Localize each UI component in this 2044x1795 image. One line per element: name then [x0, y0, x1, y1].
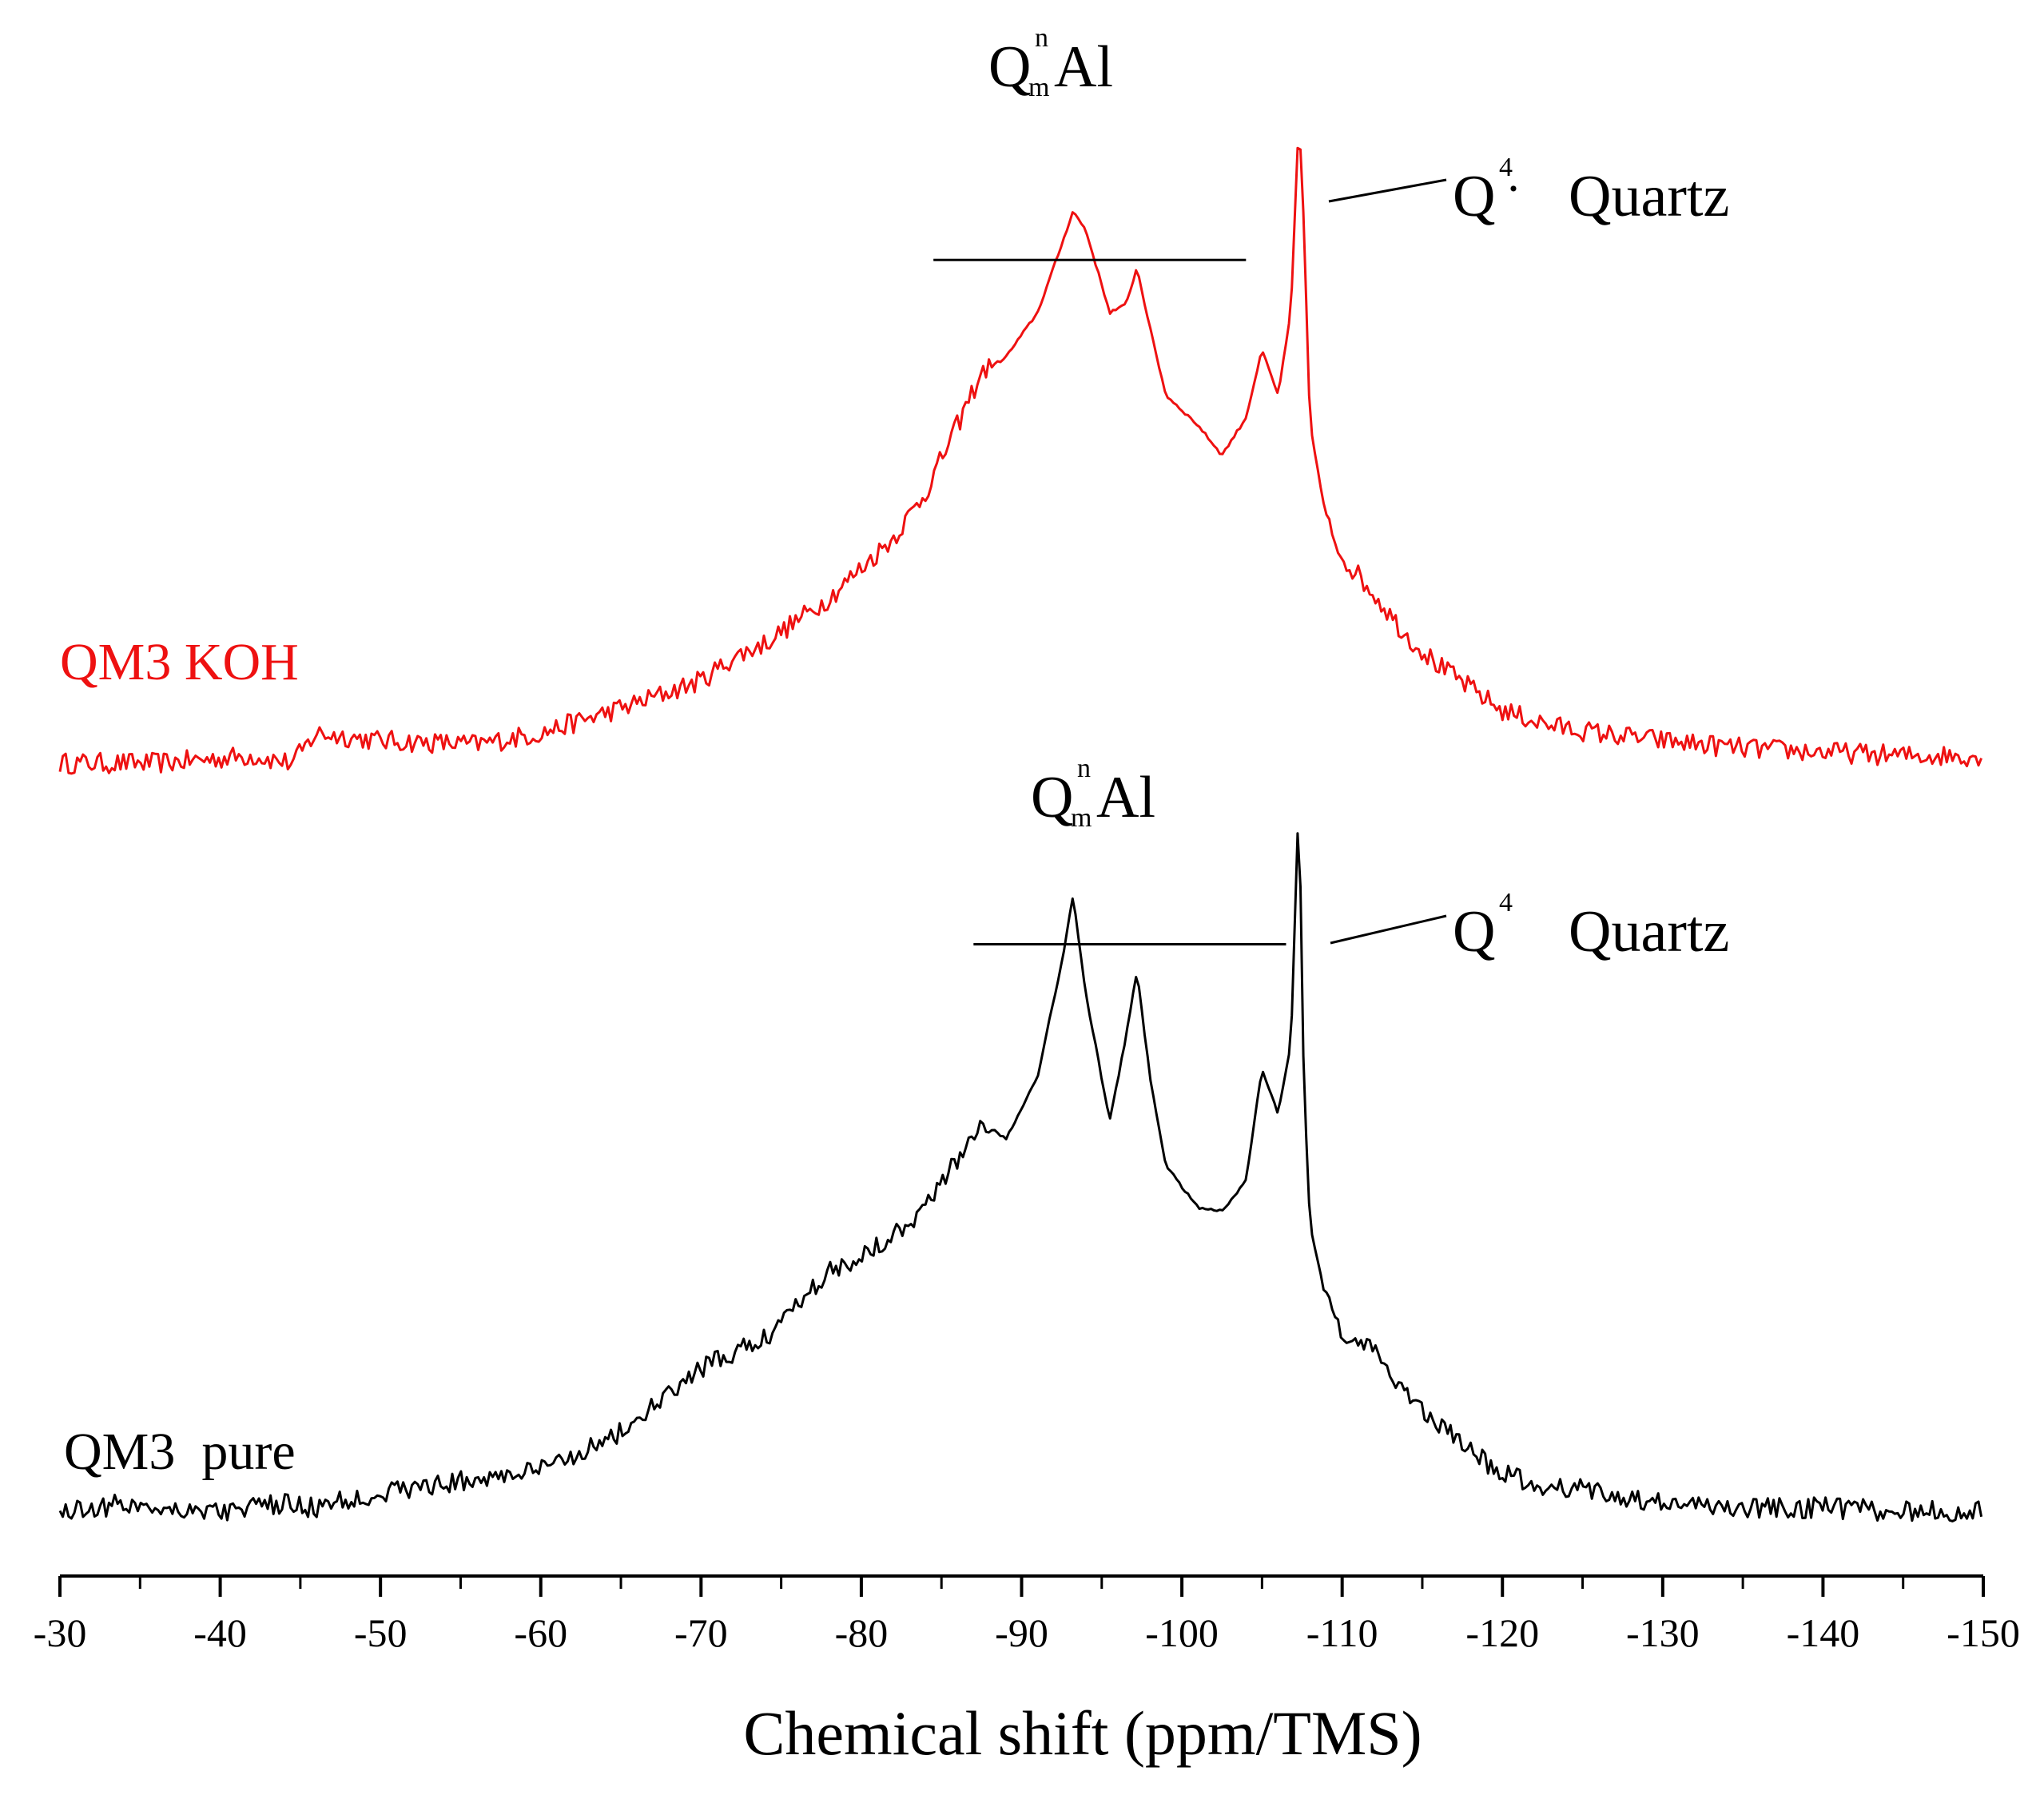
- x-tick-label: -150: [1947, 1610, 2020, 1655]
- annotation-sub: m: [1071, 803, 1092, 833]
- x-tick-label: -130: [1626, 1610, 1700, 1655]
- annotation-suffix: Al: [1054, 34, 1113, 100]
- x-tick-label: -40: [193, 1610, 247, 1655]
- annotation-q: Q: [988, 34, 1031, 100]
- x-tick-label: -80: [835, 1610, 889, 1655]
- spectrum-line-qm3-koh: [58, 146, 1982, 775]
- annotation-suffix: Quartz: [1569, 899, 1729, 965]
- x-tick-label: -100: [1145, 1610, 1219, 1655]
- x-tick-label: -60: [514, 1610, 567, 1655]
- x-tick-label: -50: [354, 1610, 408, 1655]
- x-axis: -30 -40 -50 -60 -70 -80 -90 -100 -110 -120 -130 -14…: [34, 1574, 2020, 1655]
- x-tick-label: -90: [995, 1610, 1048, 1655]
- x-tick-label: -30: [34, 1610, 87, 1655]
- annotation-sup: 4: [1499, 888, 1513, 917]
- annotation-sub: m: [1028, 73, 1049, 102]
- q4-quartz-annotation: Q 4· Quartz: [1453, 153, 1729, 229]
- annotation-q: Q: [1031, 765, 1073, 830]
- annotation-sup: 4: [1499, 153, 1513, 182]
- annotation-suffix: Al: [1096, 765, 1155, 830]
- annotation-q: Q: [1453, 164, 1495, 229]
- annotation-dot: ·: [1505, 162, 1521, 215]
- series-label-qm3-koh: QM3 KOH: [60, 633, 299, 691]
- x-tick-label: -140: [1787, 1610, 1860, 1655]
- q4-quartz-annotation: Q 4 Quartz: [1453, 888, 1729, 965]
- annotation-sup: n: [1077, 754, 1091, 783]
- q4-pointer-line: [1328, 178, 1447, 203]
- x-tick-label: -70: [674, 1610, 728, 1655]
- series-label-qm3-pure: QM3 pure: [64, 1423, 296, 1481]
- annotation-suffix: Quartz: [1569, 164, 1729, 229]
- x-axis-label: Chemical shift (ppm/TMS): [743, 1698, 1422, 1768]
- spectrum-line-qm3-pure: [58, 832, 1983, 1522]
- annotation-sup: n: [1035, 23, 1048, 53]
- spectra-group: [58, 146, 1983, 1522]
- annotation-q: Q: [1453, 899, 1495, 965]
- x-tick-label: -110: [1306, 1610, 1378, 1655]
- q4-pointer-line: [1330, 914, 1447, 945]
- x-tick-label: -120: [1465, 1610, 1539, 1655]
